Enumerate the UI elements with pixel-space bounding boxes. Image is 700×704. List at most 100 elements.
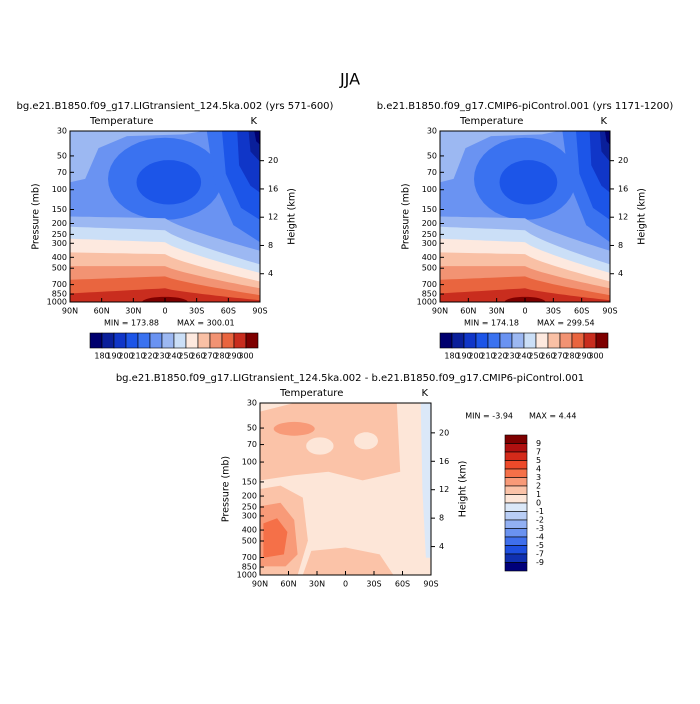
min-label: MIN = 174.18 [464,319,519,328]
colorbar-label: 220 [142,352,157,361]
units-label: K [250,116,257,127]
colorbar-label: -5 [536,541,544,550]
colorbar-label: 300 [238,352,253,361]
y2-tick-label: 20 [268,156,278,165]
y-tick-label: 200 [52,219,67,228]
colorbar-cell [245,332,259,349]
y-tick-label: 250 [242,503,257,512]
colorbar-label: 210 [480,352,495,361]
colorbar-label: 2 [536,482,541,491]
colorbar-label: 200 [118,352,133,361]
colorbar-label: 4 [536,465,541,474]
units-label: K [600,116,607,127]
y-tick-label: 50 [57,151,67,160]
contour-region [254,131,260,145]
y-tick-label: 700 [242,553,257,562]
x-tick-label: 90S [252,307,267,316]
y2-tick-label: 16 [439,457,449,466]
colorbar-cell [504,468,528,478]
colorbar-cell [504,460,528,470]
y-tick-label: 400 [242,526,257,535]
y-axis-label: Pressure (mb) [401,183,412,249]
colorbar-cell [504,477,528,487]
colorbar-cell [504,485,528,495]
contour-region [302,547,394,575]
colorbar-cell [185,332,199,349]
variable-label: Temperature [279,388,343,399]
contour-region [136,160,202,205]
y-tick-label: 100 [52,185,67,194]
min-label: MIN = -3.94 [465,412,513,421]
y2-tick-label: 12 [439,485,449,494]
contour-region [604,131,610,145]
colorbar-label: 280 [564,352,579,361]
colorbar-cell [137,332,151,349]
x-tick-label: 90N [62,307,78,316]
colorbar-label: 180 [94,352,109,361]
y-tick-label: 850 [52,290,67,299]
max-label: MAX = 4.44 [529,412,576,421]
x-tick-label: 30N [309,580,325,589]
colorbar-label: -7 [536,550,544,559]
colorbar-label: 250 [528,352,543,361]
colorbar-cell [504,434,528,444]
y-tick-label: 30 [57,127,67,136]
max-label: MAX = 299.54 [537,319,595,328]
variable-label: Temperature [89,116,153,127]
y-tick-label: 100 [422,185,437,194]
colorbar-cell [559,332,573,349]
y-tick-label: 500 [422,264,437,273]
colorbar-cell [209,332,223,349]
colorbar-cell [89,332,103,349]
y-axis-label: Pressure (mb) [221,456,232,522]
colorbar-cell [113,332,127,349]
colorbar-label: 230 [504,352,519,361]
colorbar-cell [504,502,528,512]
colorbar-label: 280 [214,352,229,361]
colorbar-cell [504,494,528,504]
colorbar-cell [571,332,585,349]
y2-tick-label: 20 [439,428,449,437]
x-tick-label: 30S [189,307,204,316]
y-tick-label: 100 [242,458,257,467]
y-tick-label: 850 [422,290,437,299]
x-tick-label: 30S [546,307,561,316]
colorbar-label: 260 [190,352,205,361]
y-tick-label: 500 [242,537,257,546]
contour-field [260,403,431,575]
y2-tick-label: 12 [268,213,278,222]
colorbar-cell [504,519,528,529]
colorbar-cell [504,553,528,563]
y-tick-label: 850 [242,563,257,572]
variable-label: Temperature [459,116,523,127]
colorbar-label: 240 [166,352,181,361]
colorbar-cell [504,545,528,555]
colorbar-cell [547,332,561,349]
colorbar-label: 300 [588,352,603,361]
colorbar-label: 190 [106,352,121,361]
y-tick-label: 300 [422,239,437,248]
y-tick-label: 1000 [417,298,437,307]
colorbar-label: 5 [536,456,541,465]
colorbar-label: 180 [444,352,459,361]
y2-tick-label: 8 [439,514,444,523]
x-tick-label: 60S [221,307,236,316]
contour-region [273,421,315,436]
contour-region [440,131,559,183]
y-tick-label: 1000 [47,298,67,307]
colorbar-label: -3 [536,524,544,533]
colorbar-cell [511,332,525,349]
contour-region [70,131,203,183]
x-tick-label: 60N [460,307,476,316]
colorbar-cell [487,332,501,349]
colorbar-cell [125,332,139,349]
y-tick-label: 70 [247,440,257,449]
colorbar-cell [475,332,489,349]
contour-region [354,432,378,450]
x-tick-label: 60S [574,307,589,316]
colorbar-cell [504,536,528,546]
y-tick-label: 250 [52,230,67,239]
y-tick-label: 300 [242,511,257,520]
colorbar-cell [439,332,453,349]
